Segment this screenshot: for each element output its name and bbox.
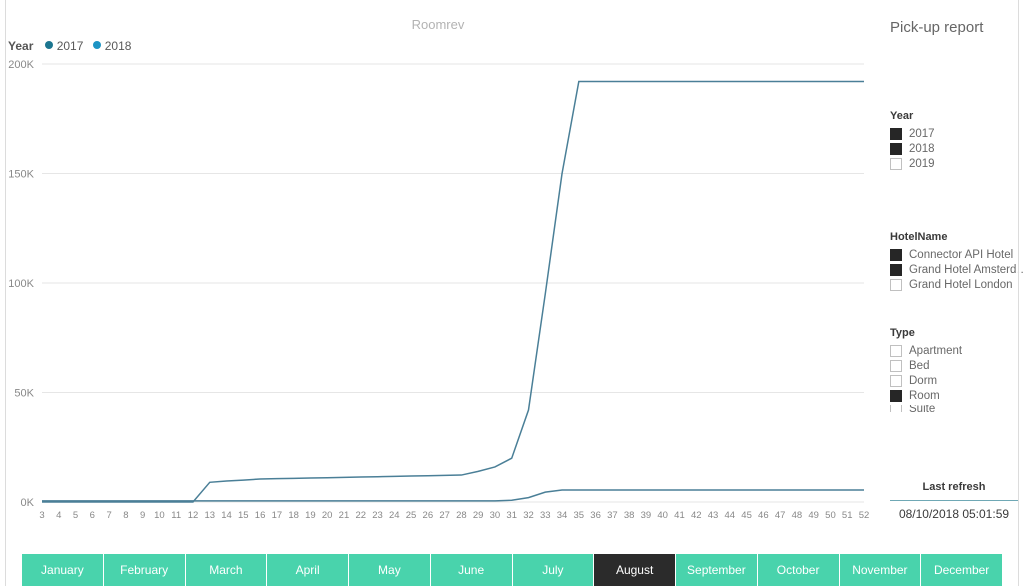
svg-text:6: 6: [90, 510, 95, 521]
svg-text:32: 32: [523, 510, 534, 521]
svg-text:35: 35: [574, 510, 585, 521]
svg-text:34: 34: [557, 510, 568, 521]
svg-text:7: 7: [106, 510, 111, 521]
svg-text:49: 49: [808, 510, 819, 521]
svg-text:19: 19: [305, 510, 316, 521]
svg-text:8: 8: [123, 510, 128, 521]
svg-text:46: 46: [758, 510, 769, 521]
svg-text:42: 42: [691, 510, 702, 521]
svg-text:12: 12: [188, 510, 199, 521]
svg-text:14: 14: [221, 510, 232, 521]
svg-text:18: 18: [288, 510, 299, 521]
svg-text:9: 9: [140, 510, 145, 521]
svg-text:4: 4: [56, 510, 61, 521]
svg-text:21: 21: [339, 510, 350, 521]
svg-text:33: 33: [540, 510, 551, 521]
svg-text:22: 22: [355, 510, 366, 521]
svg-text:0K: 0K: [21, 497, 35, 509]
svg-text:30: 30: [490, 510, 501, 521]
svg-text:45: 45: [741, 510, 752, 521]
svg-text:52: 52: [859, 510, 870, 521]
svg-text:39: 39: [641, 510, 652, 521]
svg-text:36: 36: [590, 510, 601, 521]
svg-text:41: 41: [674, 510, 685, 521]
svg-text:28: 28: [456, 510, 467, 521]
svg-text:16: 16: [255, 510, 266, 521]
svg-text:27: 27: [439, 510, 450, 521]
svg-text:10: 10: [154, 510, 165, 521]
svg-text:38: 38: [624, 510, 635, 521]
svg-text:29: 29: [473, 510, 484, 521]
svg-text:25: 25: [406, 510, 417, 521]
svg-text:47: 47: [775, 510, 786, 521]
svg-text:100K: 100K: [8, 278, 34, 290]
svg-text:200K: 200K: [8, 59, 34, 71]
svg-text:40: 40: [657, 510, 668, 521]
svg-text:3: 3: [39, 510, 44, 521]
svg-text:37: 37: [607, 510, 618, 521]
svg-text:150K: 150K: [8, 169, 34, 181]
svg-text:50K: 50K: [14, 388, 34, 400]
svg-text:17: 17: [272, 510, 283, 521]
svg-text:23: 23: [372, 510, 383, 521]
svg-text:13: 13: [204, 510, 215, 521]
svg-text:50: 50: [825, 510, 836, 521]
svg-text:43: 43: [708, 510, 719, 521]
svg-text:24: 24: [389, 510, 400, 521]
svg-text:51: 51: [842, 510, 853, 521]
svg-text:48: 48: [792, 510, 803, 521]
svg-text:11: 11: [171, 510, 181, 521]
svg-text:26: 26: [423, 510, 434, 521]
svg-text:44: 44: [725, 510, 736, 521]
svg-text:5: 5: [73, 510, 78, 521]
svg-text:20: 20: [322, 510, 333, 521]
svg-text:31: 31: [506, 510, 517, 521]
svg-text:15: 15: [238, 510, 249, 521]
